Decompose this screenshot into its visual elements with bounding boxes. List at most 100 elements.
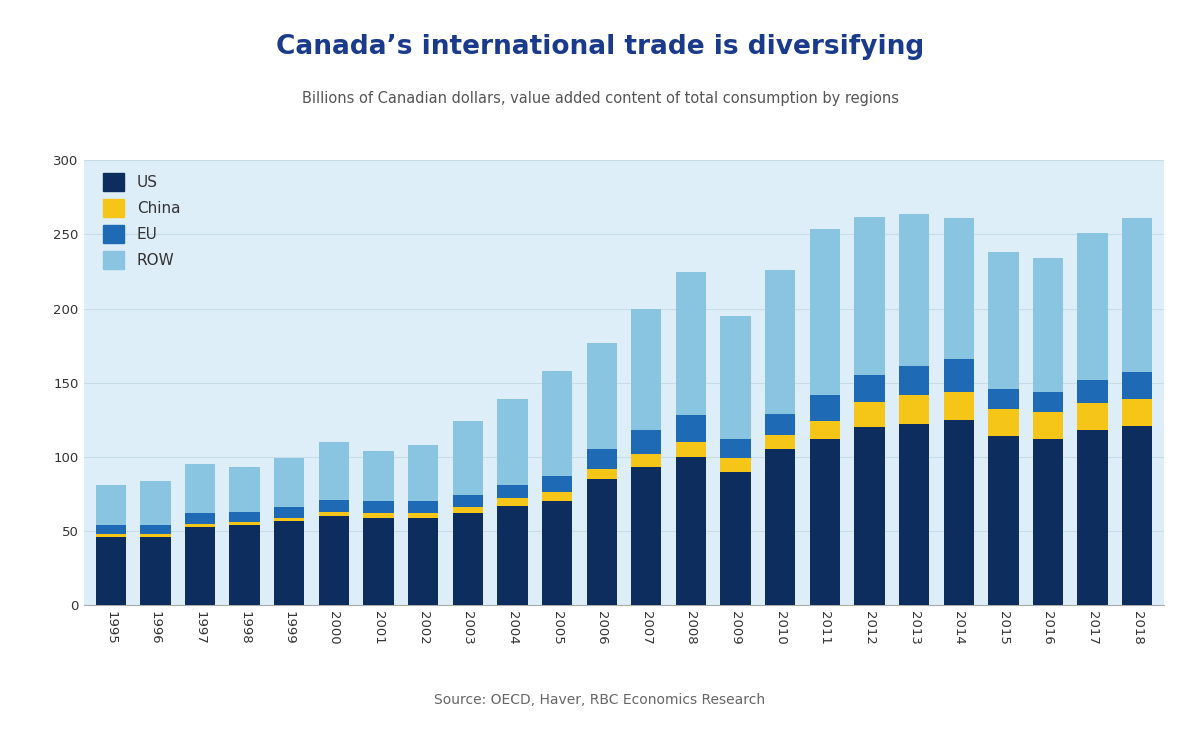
Bar	[229, 512, 260, 522]
Bar	[676, 442, 706, 457]
Bar	[943, 359, 974, 391]
Bar	[185, 513, 215, 523]
Bar	[364, 502, 394, 513]
Bar	[854, 427, 884, 605]
Bar	[854, 375, 884, 402]
Bar	[140, 534, 170, 537]
Bar	[676, 272, 706, 416]
Bar	[676, 416, 706, 442]
Bar	[497, 485, 528, 499]
Bar	[988, 252, 1019, 389]
Bar	[631, 467, 661, 605]
Bar	[452, 507, 482, 513]
Bar	[899, 214, 929, 367]
Bar	[587, 479, 617, 605]
Bar	[542, 492, 572, 502]
Bar	[185, 523, 215, 526]
Bar	[587, 449, 617, 469]
Bar	[587, 343, 617, 449]
Bar	[1033, 439, 1063, 605]
Bar	[274, 518, 305, 521]
Text: Source: OECD, Haver, RBC Economics Research: Source: OECD, Haver, RBC Economics Resea…	[434, 693, 766, 707]
Bar	[854, 217, 884, 375]
Bar	[988, 389, 1019, 410]
Bar	[542, 371, 572, 476]
Bar	[140, 525, 170, 534]
Bar	[988, 436, 1019, 605]
Bar	[542, 502, 572, 605]
Bar	[96, 537, 126, 605]
Bar	[854, 402, 884, 427]
Bar	[497, 499, 528, 506]
Bar	[542, 476, 572, 492]
Bar	[452, 421, 482, 496]
Bar	[899, 367, 929, 394]
Bar	[364, 451, 394, 502]
Bar	[720, 439, 751, 459]
Text: Canada’s international trade is diversifying: Canada’s international trade is diversif…	[276, 34, 924, 61]
Bar	[766, 449, 796, 605]
Bar	[943, 391, 974, 420]
Bar	[631, 308, 661, 430]
Bar	[497, 506, 528, 605]
Bar	[229, 522, 260, 525]
Bar	[631, 430, 661, 454]
Bar	[1122, 399, 1152, 426]
Bar	[631, 454, 661, 467]
Bar	[810, 394, 840, 421]
Bar	[1122, 218, 1152, 373]
Bar	[408, 513, 438, 518]
Bar	[319, 500, 349, 512]
Bar	[766, 434, 796, 449]
Bar	[452, 496, 482, 507]
Bar	[274, 507, 305, 518]
Bar	[676, 457, 706, 605]
Bar	[497, 399, 528, 485]
Bar	[185, 464, 215, 513]
Bar	[364, 513, 394, 518]
Bar	[1078, 403, 1108, 430]
Legend: US, China, EU, ROW: US, China, EU, ROW	[97, 167, 186, 275]
Bar	[810, 421, 840, 439]
Bar	[364, 518, 394, 605]
Bar	[319, 516, 349, 605]
Bar	[1122, 373, 1152, 399]
Bar	[766, 414, 796, 434]
Bar	[1078, 380, 1108, 403]
Bar	[766, 270, 796, 414]
Bar	[587, 469, 617, 479]
Bar	[1033, 391, 1063, 413]
Bar	[319, 512, 349, 516]
Bar	[1033, 413, 1063, 439]
Bar	[185, 526, 215, 605]
Bar	[274, 521, 305, 605]
Bar	[96, 485, 126, 525]
Bar	[452, 513, 482, 605]
Bar	[1122, 426, 1152, 605]
Bar	[988, 410, 1019, 436]
Bar	[899, 394, 929, 424]
Bar	[810, 229, 840, 394]
Bar	[408, 445, 438, 502]
Bar	[943, 218, 974, 359]
Bar	[140, 537, 170, 605]
Bar	[96, 525, 126, 534]
Bar	[1078, 233, 1108, 380]
Bar	[1078, 430, 1108, 605]
Bar	[720, 472, 751, 605]
Bar	[229, 525, 260, 605]
Bar	[1033, 258, 1063, 391]
Bar	[140, 480, 170, 525]
Bar	[408, 518, 438, 605]
Bar	[274, 459, 305, 507]
Bar	[720, 316, 751, 439]
Text: Billions of Canadian dollars, value added content of total consumption by region: Billions of Canadian dollars, value adde…	[301, 91, 899, 106]
Bar	[810, 439, 840, 605]
Bar	[319, 442, 349, 500]
Bar	[943, 420, 974, 605]
Bar	[229, 467, 260, 512]
Bar	[720, 459, 751, 472]
Bar	[408, 502, 438, 513]
Bar	[96, 534, 126, 537]
Bar	[899, 424, 929, 605]
